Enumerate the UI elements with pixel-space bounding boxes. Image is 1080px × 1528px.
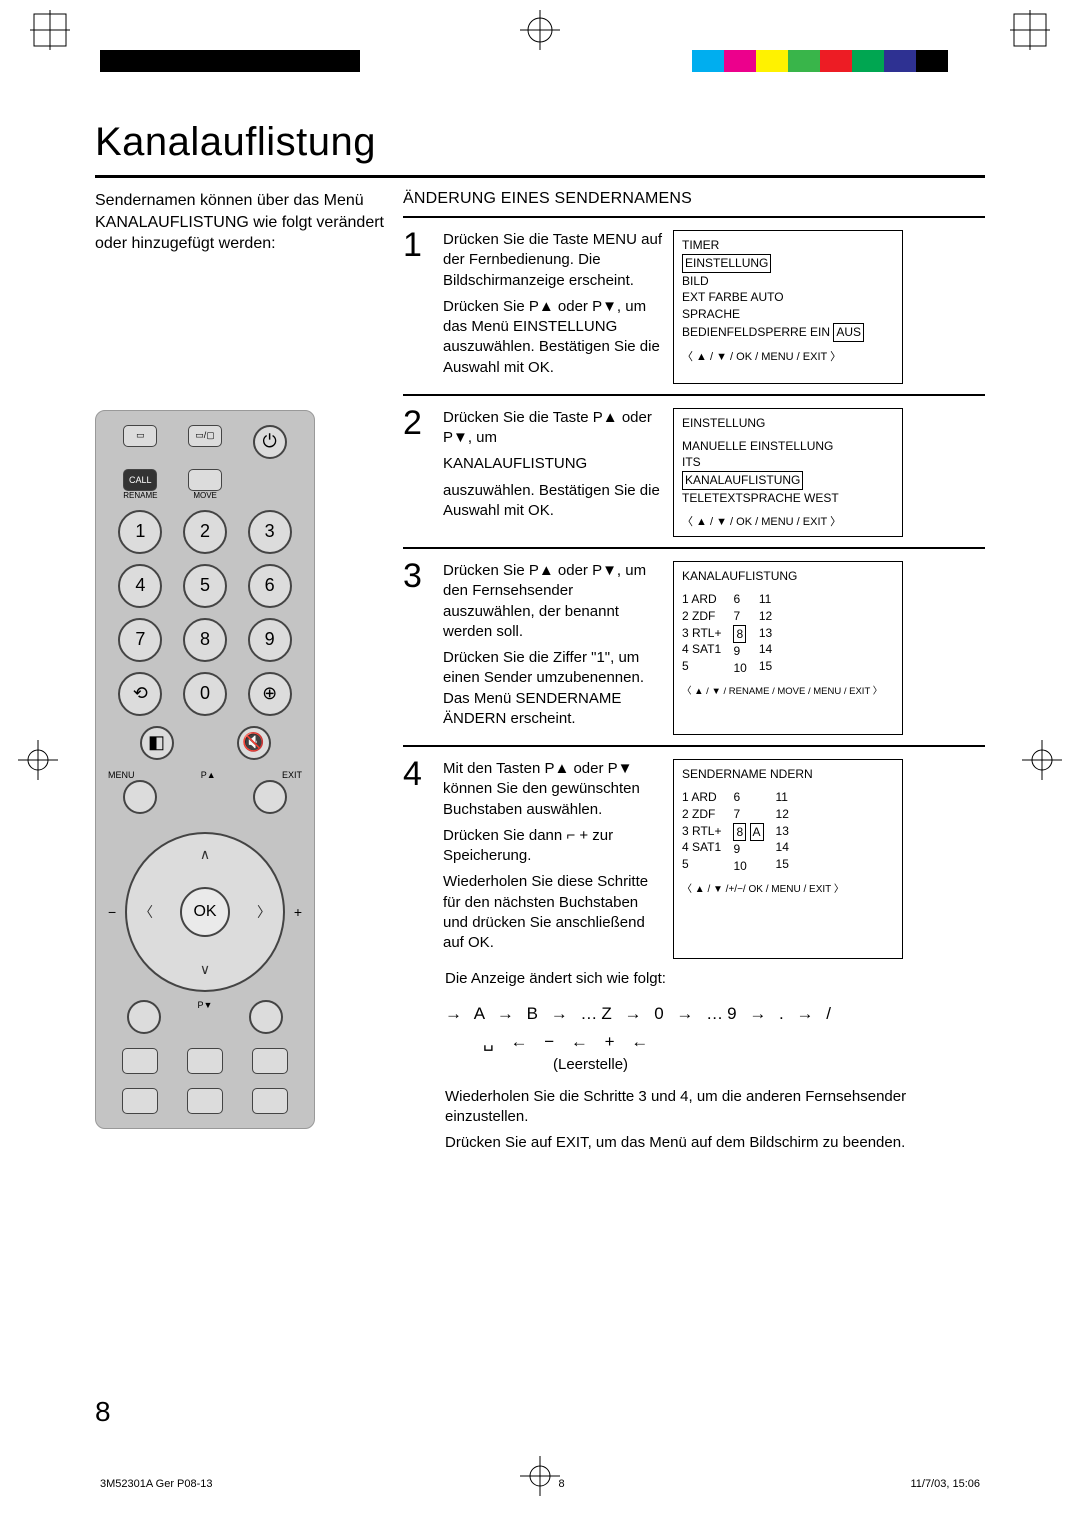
remote-color-1[interactable] [122,1048,158,1074]
remote-color-4[interactable] [122,1088,158,1114]
step-2: 2 Drücken Sie die Taste P▲ oder P▼, um K… [403,408,985,537]
remote-input-button[interactable]: ⊕ [248,672,292,716]
remote-menu-label: MENU [108,770,135,780]
remote-mode-button[interactable]: ▭/▢ [188,425,222,447]
remote-return-button[interactable]: ⟲ [118,672,162,716]
step-number: 1 [403,230,433,384]
remote-color-5[interactable] [187,1088,223,1114]
remote-num-3[interactable]: 3 [248,510,292,554]
step-4: 4 Mit den Tasten P▲ oder P▼ können Sie d… [403,759,985,959]
color-swatch [884,50,916,72]
step-1: 1 Drücken Sie die Taste MENU auf der Fer… [403,230,985,384]
remote-num-1[interactable]: 1 [118,510,162,554]
char-cycle-line1: → A → B → …Z → 0 → …9 → . → / [445,1004,985,1024]
remote-lower-left-button[interactable] [127,1000,161,1034]
remote-num-6[interactable]: 6 [248,564,292,608]
remote-pup-label: P▲ [201,770,216,780]
remote-color-3[interactable] [252,1048,288,1074]
remote-num-0[interactable]: 0 [183,672,227,716]
remote-color-6[interactable] [252,1088,288,1114]
page-content: Kanalauflistung Sendernamen können über … [95,120,985,1159]
remote-menu-button[interactable] [123,780,157,814]
color-swatch [852,50,884,72]
remote-power-button[interactable]: ⏻ [253,425,287,459]
leerstelle-label: (Leerstelle) [553,1056,985,1073]
remote-pdown-label: P▼ [198,1000,213,1034]
remote-exit-button[interactable] [253,780,287,814]
osd-step-4: SENDERNAME NDERN 1 ARD 2 ZDF 3 RTL+ 4 SA… [673,759,903,959]
after-text: Wiederholen Sie die Schritte 3 und 4, um… [445,1087,985,1154]
remote-ok-button[interactable]: OK [180,887,230,937]
crop-marks [0,10,1080,50]
remote-picture-button[interactable]: ◧ [140,726,174,760]
registration-left-icon [18,740,58,780]
remote-mute-button[interactable]: 🔇 [237,726,271,760]
remote-control: ▭ ▭/▢ ⏻ CALLRENAME MOVE 1 2 3 4 5 6 [95,410,315,1129]
osd-step-3: KANALAUFLISTUNG 1 ARD 2 ZDF 3 RTL+ 4 SAT… [673,561,903,735]
footer-left: 3M52301A Ger P08-13 [100,1478,213,1490]
section-heading: ÄNDERUNG EINES SENDERNAMENS [403,190,985,208]
cycle-intro: Die Anzeige ändert sich wie folgt: [445,969,985,989]
registration-right-icon [1022,740,1062,780]
remote-num-4[interactable]: 4 [118,564,162,608]
remote-lower-right-button[interactable] [249,1000,283,1034]
section-rule [403,216,985,218]
remote-num-7[interactable]: 7 [118,618,162,662]
page-number: 8 [95,1396,111,1428]
title-rule [95,175,985,178]
color-swatch [788,50,820,72]
color-swatch [916,50,948,72]
remote-teletext-button[interactable]: ▭ [123,425,157,447]
remote-dpad[interactable]: ∧ ∨ 〈 〉 OK [125,832,285,992]
color-swatch [692,50,724,72]
remote-color-2[interactable] [187,1048,223,1074]
footer-right: 11/7/03, 15:06 [910,1478,980,1490]
remote-num-2[interactable]: 2 [183,510,227,554]
remote-num-9[interactable]: 9 [248,618,292,662]
color-swatch [724,50,756,72]
color-bar-left [100,50,360,72]
registration-bottom-icon [520,1456,560,1496]
page-title: Kanalauflistung [95,120,985,165]
color-bar-right [692,50,980,72]
osd-step-1: TIMER EINSTELLUNG BILD EXT FARBE AUTO SP… [673,230,903,384]
remote-call-button[interactable]: CALL [123,469,157,491]
color-swatch [948,50,980,72]
color-swatch [756,50,788,72]
remote-exit-label: EXIT [282,770,302,780]
remote-move-button[interactable] [188,469,222,491]
color-swatch [820,50,852,72]
remote-num-8[interactable]: 8 [183,618,227,662]
intro-text: Sendernamen können über das Menü KANALAU… [95,190,385,255]
char-cycle-line2: ␣ ← − ← + ← [483,1032,985,1052]
remote-num-5[interactable]: 5 [183,564,227,608]
osd-step-2: EINSTELLUNG MANUELLE EINSTELLUNG ITS KAN… [673,408,903,537]
step-3: 3 Drücken Sie P▲ oder P▼, um den Fernseh… [403,561,985,735]
